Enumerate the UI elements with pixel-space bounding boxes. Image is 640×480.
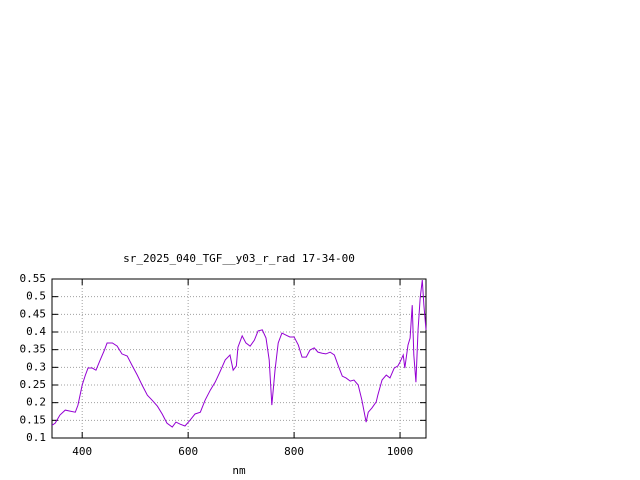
y-tick-label: 0.4: [26, 325, 46, 338]
x-tick-label: 400: [72, 445, 92, 458]
y-tick-label: 0.2: [26, 396, 46, 409]
data-line: [51, 280, 427, 428]
y-tick-label: 0.15: [20, 413, 47, 426]
y-tick-label: 0.3: [26, 360, 46, 373]
x-axis-label: nm: [232, 464, 246, 477]
chart-title: sr_2025_040_TGF__y03_r_rad 17-34-00: [123, 252, 355, 265]
y-tick-label: 0.55: [20, 272, 47, 285]
y-tick-label: 0.35: [20, 343, 47, 356]
y-tick-label: 0.45: [20, 307, 47, 320]
y-tick-label: 0.1: [26, 431, 46, 444]
x-tick-label: 800: [284, 445, 304, 458]
plot-frame: [51, 278, 427, 439]
x-tick-label: 1000: [387, 445, 414, 458]
y-tick-label: 0.25: [20, 378, 47, 391]
y-tick-label: 0.5: [26, 290, 46, 303]
x-tick-label: 600: [178, 445, 198, 458]
